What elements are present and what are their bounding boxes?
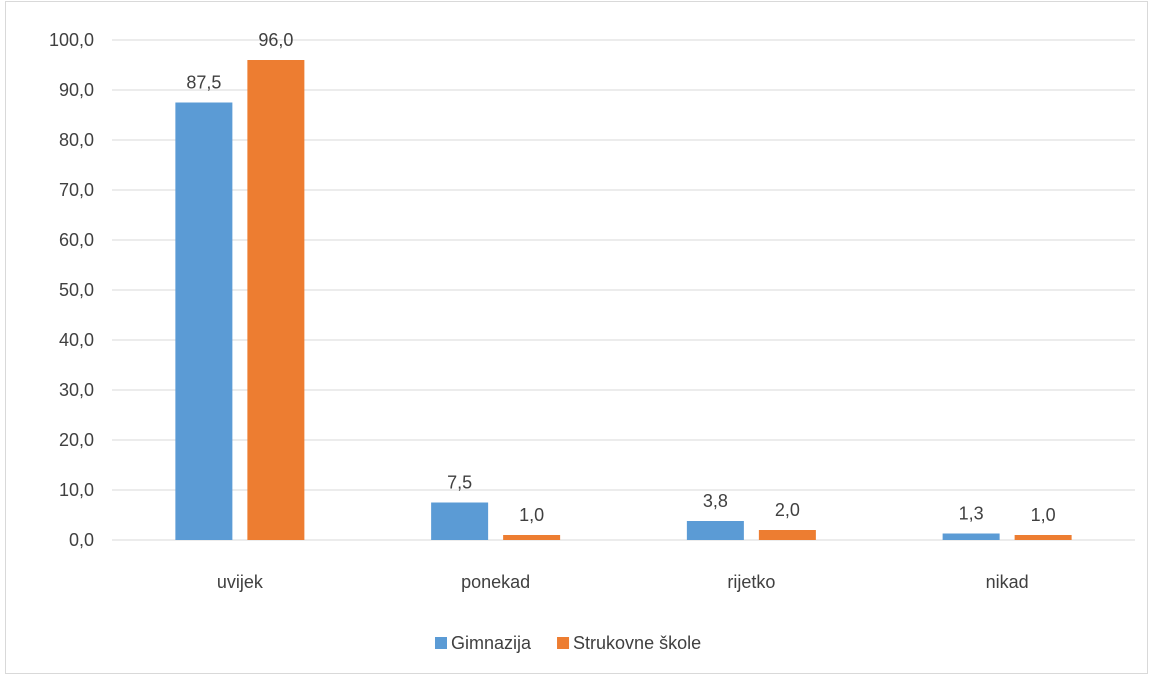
bar (503, 535, 561, 540)
y-tick-label: 70,0 (59, 180, 94, 200)
legend-label: Strukovne škole (573, 633, 701, 653)
legend-swatch (435, 637, 447, 649)
legend: Gimnazija Strukovne škole (435, 633, 701, 653)
data-label: 2,0 (775, 500, 800, 520)
y-tick-label: 20,0 (59, 430, 94, 450)
data-label: 87,5 (186, 73, 221, 93)
data-label: 1,3 (959, 504, 984, 524)
data-label: 3,8 (703, 491, 728, 511)
data-labels: 87,5 96,0 7,5 1,0 3,8 2,0 1,3 1,0 (186, 30, 1055, 525)
x-tick-label: rijetko (727, 572, 775, 592)
x-tick-label: uvijek (217, 572, 264, 592)
bar (686, 521, 744, 540)
y-tick-label: 60,0 (59, 230, 94, 250)
data-label: 1,0 (519, 505, 544, 525)
data-label: 7,5 (447, 473, 472, 493)
x-tick-label: nikad (986, 572, 1029, 592)
x-tick-label: ponekad (461, 572, 530, 592)
data-label: 1,0 (1031, 505, 1056, 525)
legend-swatch (557, 637, 570, 649)
y-tick-label: 80,0 (59, 130, 94, 150)
y-tick-label: 10,0 (59, 480, 94, 500)
y-tick-label: 100,0 (49, 30, 94, 50)
y-tick-label: 0,0 (69, 530, 94, 550)
bar (247, 60, 305, 540)
x-axis: uvijek ponekad rijetko nikad (217, 572, 1029, 592)
y-tick-label: 30,0 (59, 380, 94, 400)
data-label: 96,0 (258, 30, 293, 50)
y-axis: 0,0 10,0 20,0 30,0 40,0 50,0 60,0 70,0 80,0 90,0 1… (49, 30, 94, 550)
bar (758, 530, 816, 540)
bar (942, 533, 1000, 540)
y-tick-label: 40,0 (59, 330, 94, 350)
y-tick-label: 50,0 (59, 280, 94, 300)
legend-label: Gimnazija (451, 633, 532, 653)
bar (175, 102, 233, 540)
bar (431, 502, 489, 540)
bars (175, 60, 1072, 540)
bar (1014, 535, 1072, 540)
y-tick-label: 90,0 (59, 80, 94, 100)
